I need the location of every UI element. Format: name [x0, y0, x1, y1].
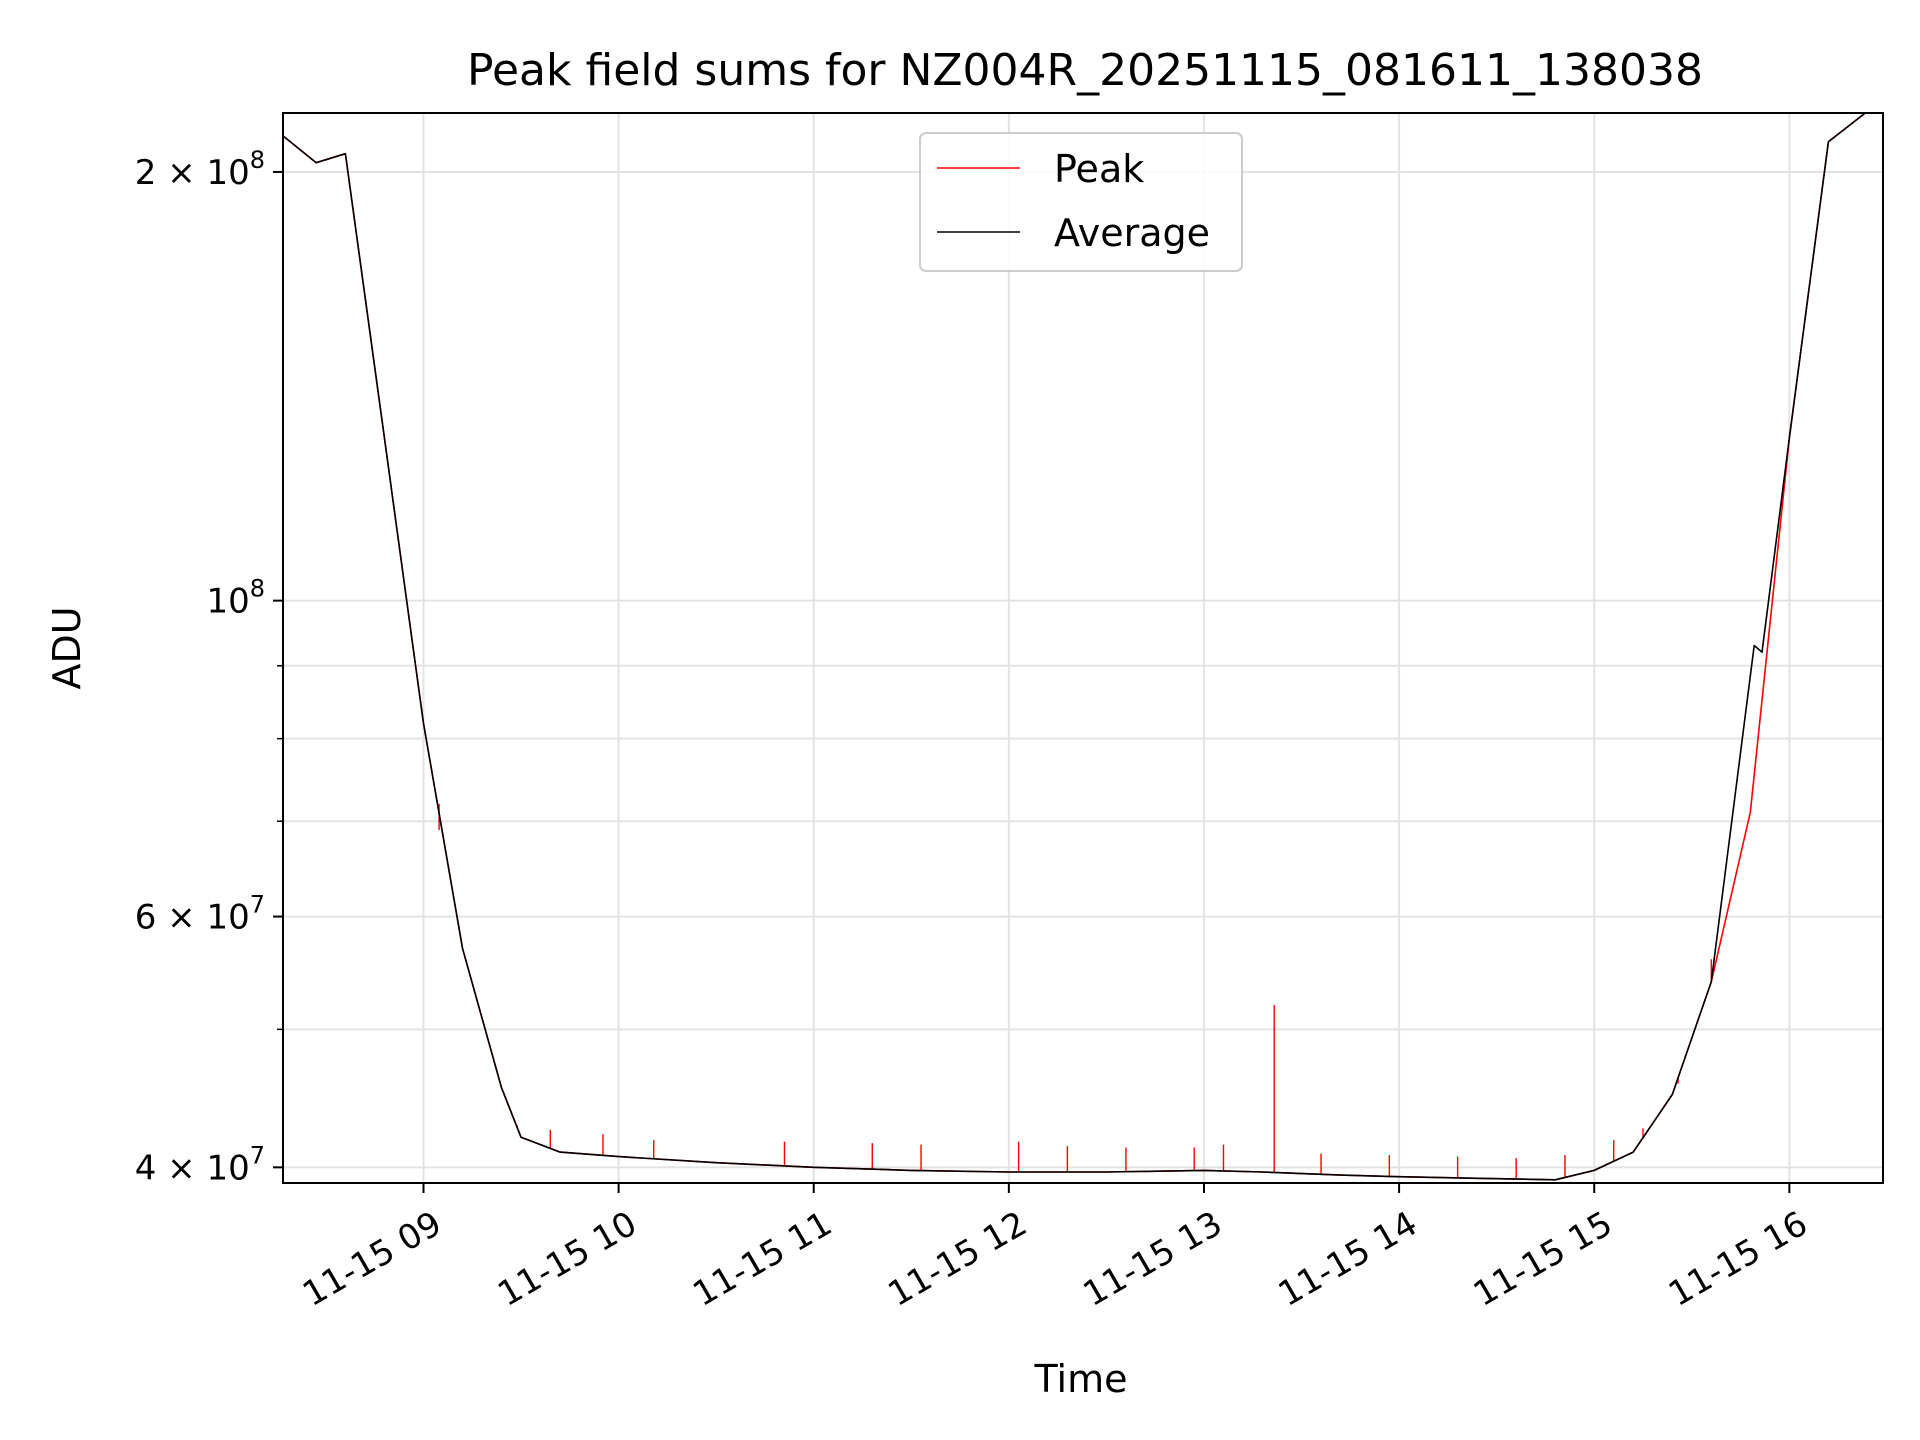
y-tick-label: 108: [206, 575, 265, 622]
y-tick-label: 6 × 107: [135, 891, 265, 938]
x-tick-label: 11-15 13: [1077, 1204, 1229, 1315]
legend-average-label: Average: [1054, 211, 1210, 255]
y-tick-label: 2 × 108: [135, 146, 265, 193]
plot-frame: [282, 112, 1884, 1184]
y-axis-label: ADU: [45, 606, 89, 689]
chart-title: Peak field sums for NZ004R_20251115_0816…: [467, 45, 1703, 96]
x-tick-label: 11-15 09: [296, 1204, 448, 1315]
x-tick-label: 11-15 14: [1272, 1204, 1424, 1315]
legend-peak-label: Peak: [1054, 147, 1144, 191]
x-axis-label: Time: [1034, 1357, 1128, 1401]
legend: Peak Average: [919, 132, 1243, 272]
series-line-average: [283, 113, 1867, 1181]
x-tick-label: 11-15 10: [491, 1204, 643, 1315]
y-tick-label: 4 × 107: [135, 1141, 265, 1188]
x-tick-label: 11-15 15: [1467, 1204, 1619, 1315]
x-tick-label: 11-15 12: [881, 1204, 1033, 1315]
x-tick-label: 11-15 11: [686, 1204, 838, 1315]
x-axis: 11-15 09 11-15 10 11-15 11 11-15 12 11-15 13…: [296, 1183, 1814, 1315]
series-layer: [283, 113, 1867, 1181]
y-axis: 4 × 107 6 × 107 108 2 × 108: [135, 146, 283, 1188]
x-tick-label: 11-15 16: [1662, 1204, 1814, 1315]
grid: [283, 113, 1883, 1183]
